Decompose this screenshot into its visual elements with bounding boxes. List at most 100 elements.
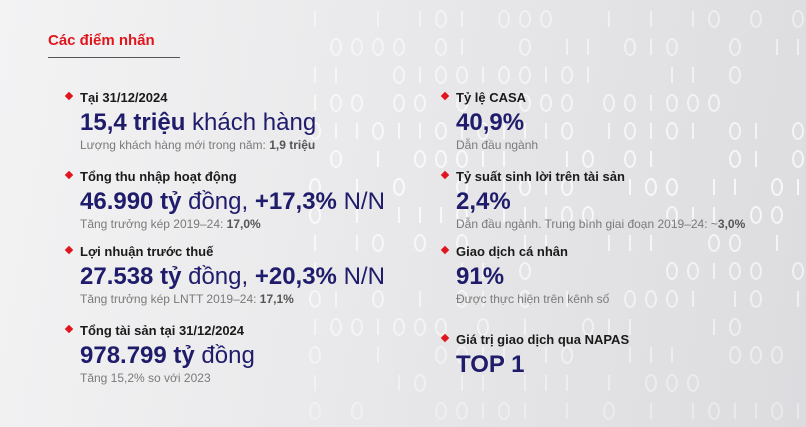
binary-zero-mark	[687, 262, 699, 280]
highlight-note: Tăng 15,2% so với 2023	[80, 371, 211, 385]
bullet-icon	[440, 170, 450, 180]
binary-one-mark	[482, 403, 484, 419]
binary-zero-mark	[498, 10, 510, 28]
binary-zero-mark	[729, 346, 741, 364]
binary-zero-mark	[771, 206, 783, 224]
binary-one-mark	[419, 67, 421, 83]
binary-zero-mark	[729, 234, 741, 252]
highlight-value: 91%	[456, 263, 505, 290]
binary-zero-mark	[435, 38, 447, 56]
highlight-value: 15,4 triệu khách hàng	[80, 109, 317, 136]
highlight-label: Lợi nhuận trước thuế	[80, 244, 214, 259]
highlight-casa: Tỷ lệ CASA 40,9% Dẫn đầu ngành	[440, 90, 539, 153]
binary-zero-mark	[330, 38, 342, 56]
highlight-label: Giá trị giao dịch qua NAPAS	[456, 332, 630, 347]
binary-zero-mark	[351, 38, 363, 56]
binary-one-mark	[692, 67, 694, 83]
binary-zero-mark	[729, 262, 741, 280]
highlight-label: Giao dịch cá nhân	[456, 244, 568, 259]
binary-zero-mark	[750, 206, 762, 224]
binary-one-mark	[419, 207, 421, 223]
highlight-note: Dẫn đầu ngành	[456, 138, 539, 152]
binary-one-mark	[419, 11, 421, 27]
binary-one-mark	[566, 151, 568, 167]
binary-one-mark	[377, 319, 379, 335]
binary-one-mark	[650, 235, 652, 251]
highlight-retail-transactions: Giao dịch cá nhân 91% Được thực hiện trê…	[440, 244, 610, 307]
binary-zero-mark	[414, 374, 426, 392]
binary-zero-mark	[624, 150, 636, 168]
highlight-value: TOP 1	[456, 351, 525, 378]
binary-zero-mark	[666, 262, 678, 280]
binary-one-mark	[314, 375, 316, 391]
binary-one-mark	[734, 291, 736, 307]
binary-one-mark	[419, 123, 421, 139]
binary-zero-mark	[330, 150, 342, 168]
binary-one-mark	[755, 403, 757, 419]
highlight-note: Tăng trưởng kép LNTT 2019–24: 17,1%	[80, 292, 294, 306]
binary-zero-mark	[666, 290, 678, 308]
binary-zero-mark	[624, 290, 636, 308]
highlight-roa: Tỷ suất sinh lời trên tài sản 2,4% Dẫn đ…	[440, 169, 745, 232]
binary-one-mark	[461, 39, 463, 55]
binary-zero-mark	[750, 346, 762, 364]
binary-zero-mark	[729, 66, 741, 84]
binary-one-mark	[461, 11, 463, 27]
highlight-value: 40,9%	[456, 109, 525, 136]
binary-zero-mark	[414, 150, 426, 168]
binary-zero-mark	[603, 94, 615, 112]
binary-zero-mark	[498, 66, 510, 84]
binary-one-mark	[776, 39, 778, 55]
title-underline	[48, 57, 180, 58]
binary-one-mark	[776, 235, 778, 251]
binary-zero-mark	[435, 66, 447, 84]
binary-one-mark	[650, 403, 652, 419]
binary-one-mark	[377, 11, 379, 27]
highlight-note: Được thực hiện trên kênh số	[456, 292, 610, 306]
highlight-profit-before-tax: Lợi nhuận trước thuế 27.538 tỷ đồng, +20…	[64, 244, 385, 307]
binary-zero-mark	[351, 318, 363, 336]
binary-zero-mark	[330, 94, 342, 112]
binary-zero-mark	[456, 402, 468, 420]
binary-one-mark	[566, 403, 568, 419]
binary-zero-mark	[519, 10, 531, 28]
binary-zero-mark	[414, 234, 426, 252]
binary-zero-mark	[351, 94, 363, 112]
bullet-icon	[64, 91, 74, 101]
binary-zero-mark	[435, 150, 447, 168]
highlight-note: Lượng khách hàng mới trong năm: 1,9 triệ…	[80, 138, 316, 152]
binary-zero-mark	[330, 318, 342, 336]
binary-zero-mark	[624, 94, 636, 112]
binary-zero-mark	[540, 10, 552, 28]
binary-zero-mark	[729, 38, 741, 56]
binary-zero-mark	[771, 346, 783, 364]
binary-zero-mark	[435, 346, 447, 364]
binary-zero-mark	[309, 346, 321, 364]
bullet-icon	[64, 245, 74, 255]
binary-one-mark	[356, 123, 358, 139]
binary-zero-mark	[582, 150, 594, 168]
highlight-label: Tỷ suất sinh lời trên tài sản	[456, 169, 625, 184]
binary-zero-mark	[771, 402, 783, 420]
binary-zero-mark	[666, 94, 678, 112]
binary-one-mark	[335, 123, 337, 139]
binary-one-mark	[650, 151, 652, 167]
binary-zero-mark	[519, 38, 531, 56]
section-title: Các điểm nhấn	[48, 32, 155, 49]
binary-one-mark	[629, 347, 631, 363]
binary-one-mark	[503, 151, 505, 167]
binary-zero-mark	[729, 318, 741, 336]
binary-one-mark	[545, 123, 547, 139]
highlight-label: Tỷ lệ CASA	[456, 90, 527, 105]
binary-zero-mark	[309, 402, 321, 420]
binary-one-mark	[671, 347, 673, 363]
binary-one-mark	[377, 347, 379, 363]
binary-zero-mark	[750, 10, 762, 28]
binary-zero-mark	[435, 10, 447, 28]
binary-one-mark	[566, 39, 568, 55]
binary-one-mark	[587, 67, 589, 83]
highlight-total-assets: Tổng tài sản tại 31/12/2024 978.799 tỷ đ…	[64, 323, 255, 386]
binary-one-mark	[587, 39, 589, 55]
binary-one-mark	[797, 403, 799, 419]
binary-zero-mark	[687, 374, 699, 392]
